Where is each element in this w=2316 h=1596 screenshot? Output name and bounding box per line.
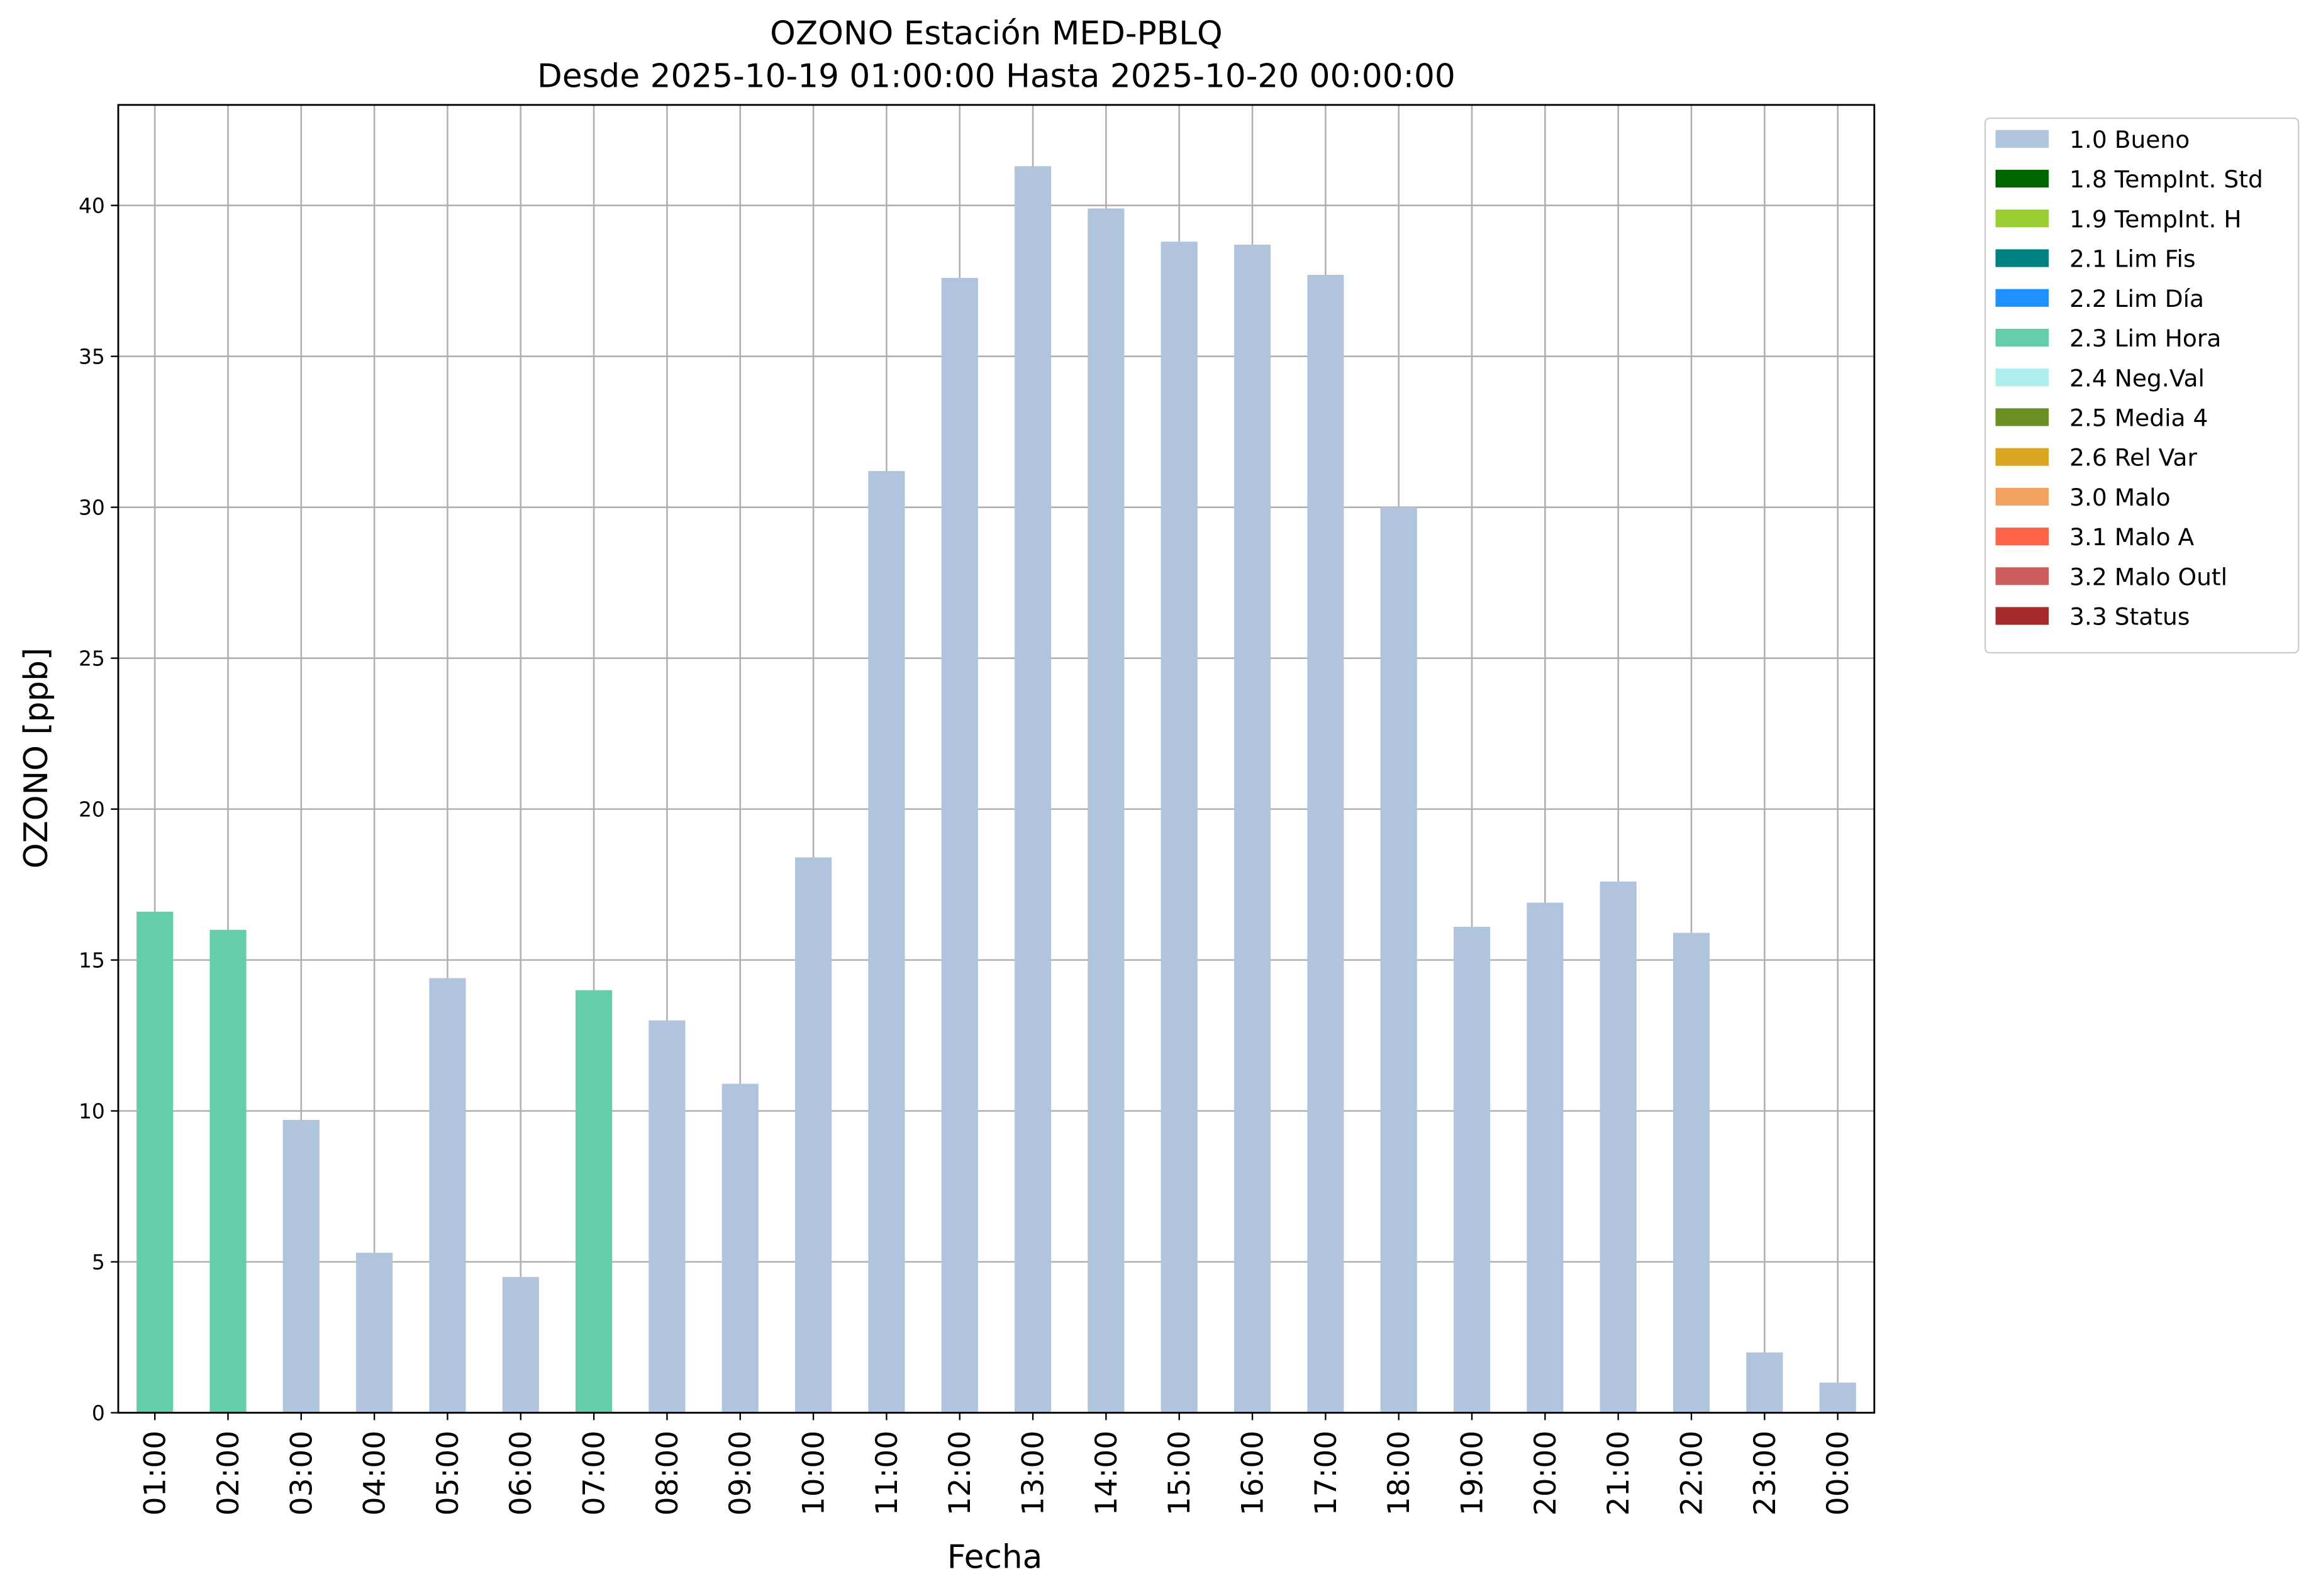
bar — [429, 978, 466, 1413]
x-tick-label: 14:00 — [1089, 1431, 1124, 1516]
bar — [1673, 933, 1710, 1413]
bar — [576, 990, 613, 1413]
y-tick-label: 15 — [79, 948, 105, 972]
x-tick-label: 20:00 — [1528, 1431, 1563, 1516]
legend-swatch — [1995, 487, 2049, 506]
legend-swatch — [1995, 289, 2049, 307]
x-tick-label: 06:00 — [504, 1431, 538, 1516]
x-tick-label: 15:00 — [1162, 1431, 1197, 1516]
legend-swatch — [1995, 607, 2049, 625]
legend-label: 2.6 Rel Var — [2069, 444, 2197, 472]
x-tick-label: 05:00 — [431, 1431, 465, 1516]
bar — [1088, 208, 1125, 1413]
y-tick-label: 25 — [79, 646, 105, 670]
x-tick-label: 12:00 — [943, 1431, 977, 1516]
bar — [1233, 245, 1271, 1413]
x-tick-label: 13:00 — [1016, 1431, 1051, 1516]
bar — [721, 1083, 759, 1413]
legend-label: 1.8 TempInt. Std — [2069, 165, 2263, 193]
legend-label: 1.9 TempInt. H — [2069, 205, 2242, 233]
chart-title: OZONO Estación MED-PBLQ — [770, 14, 1222, 52]
bar — [1380, 507, 1417, 1413]
legend-label: 1.0 Bueno — [2069, 126, 2190, 153]
x-tick-label: 18:00 — [1382, 1431, 1417, 1516]
bar — [356, 1253, 393, 1413]
bar — [1600, 881, 1637, 1413]
legend-label: 3.3 Status — [2069, 603, 2190, 631]
legend-swatch — [1995, 328, 2049, 347]
chart-subtitle: Desde 2025-10-19 01:00:00 Hasta 2025-10-… — [537, 58, 1456, 96]
x-tick-label: 23:00 — [1748, 1431, 1783, 1516]
x-tick-label: 21:00 — [1601, 1431, 1636, 1516]
x-axis-label: Fecha — [947, 1538, 1043, 1576]
x-tick-label: 03:00 — [284, 1431, 319, 1516]
bar — [868, 471, 905, 1413]
bar — [1746, 1352, 1783, 1413]
legend-swatch — [1995, 170, 2049, 188]
plot-frame — [117, 104, 1876, 1414]
y-tick-label: 10 — [79, 1099, 105, 1123]
y-tick-label: 20 — [79, 797, 105, 821]
x-tick-label: 11:00 — [870, 1431, 905, 1516]
bars — [136, 166, 1856, 1413]
legend-label: 3.1 Malo A — [2069, 523, 2195, 551]
x-tick-label: 10:00 — [797, 1431, 832, 1516]
legend-swatch — [1995, 209, 2049, 228]
legend-label: 2.2 Lim Día — [2069, 285, 2204, 313]
legend-swatch — [1995, 408, 2049, 426]
x-tick-label: 17:00 — [1309, 1431, 1344, 1516]
x-tick-label: 22:00 — [1674, 1431, 1709, 1516]
y-tick-label: 35 — [79, 344, 105, 369]
legend: 1.0 Bueno 1.8 TempInt. Std 1.9 TempInt. H 2… — [1984, 117, 2300, 654]
x-tick-label: 04:00 — [358, 1431, 392, 1516]
x-tick-label: 02:00 — [211, 1431, 246, 1516]
y-axis-label: OZONO [ppb] — [18, 648, 55, 868]
legend-swatch — [1995, 369, 2049, 387]
y-tick-label: 5 — [92, 1250, 105, 1274]
x-tick-label: 07:00 — [577, 1431, 612, 1516]
x-tick-label: 01:00 — [138, 1431, 173, 1516]
bar — [502, 1277, 539, 1413]
bar — [1453, 926, 1491, 1413]
legend-swatch — [1995, 527, 2049, 546]
legend-label: 3.2 Malo Outl — [2069, 563, 2227, 590]
x-tick-label: 00:00 — [1821, 1431, 1856, 1516]
legend-label: 2.4 Neg.Val — [2069, 364, 2205, 392]
bar — [136, 911, 174, 1413]
x-tick-label: 08:00 — [650, 1431, 685, 1516]
bar — [1307, 275, 1344, 1413]
bar — [1014, 166, 1052, 1413]
legend-label: 3.0 Malo — [2069, 484, 2171, 511]
legend-swatch — [1995, 130, 2049, 148]
legend-swatch — [1995, 448, 2049, 466]
x-tick-label: 09:00 — [723, 1431, 758, 1516]
bar — [282, 1120, 320, 1413]
x-tick-label: 16:00 — [1235, 1431, 1270, 1516]
bar — [795, 857, 832, 1413]
bar — [1527, 902, 1564, 1413]
bar — [1819, 1382, 1856, 1413]
legend-label: 2.3 Lim Hora — [2069, 324, 2221, 352]
y-tick-label: 30 — [79, 495, 105, 519]
legend-label: 2.5 Media 4 — [2069, 404, 2208, 432]
bar — [209, 929, 247, 1413]
bar — [1161, 241, 1198, 1413]
legend-swatch — [1995, 567, 2049, 585]
bar — [941, 277, 978, 1413]
x-tick-label: 19:00 — [1455, 1431, 1489, 1516]
y-tick-label: 40 — [79, 193, 105, 218]
legend-swatch — [1995, 249, 2049, 267]
bar — [649, 1020, 686, 1413]
legend-frame — [1984, 117, 2300, 654]
legend-label: 2.1 Lim Fis — [2069, 245, 2196, 273]
y-tick-label: 0 — [92, 1400, 105, 1425]
